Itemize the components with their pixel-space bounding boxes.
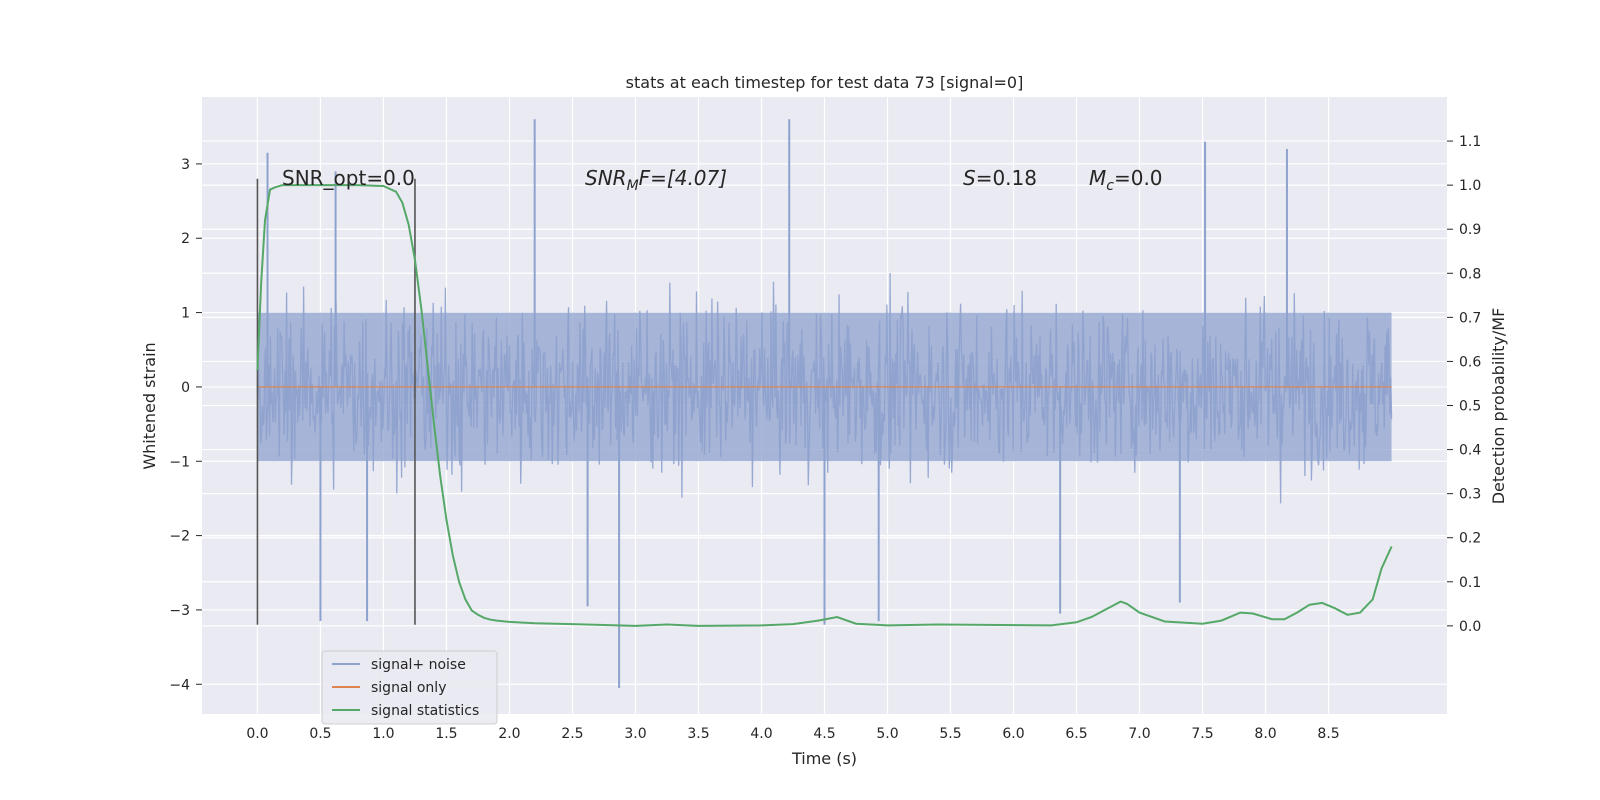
x-tick-label: 3.0 — [624, 726, 646, 742]
chart-title: stats at each timestep for test data 73 … — [626, 73, 1024, 92]
y-right-tick-label: 1.1 — [1459, 134, 1481, 150]
y-tick-label: −4 — [169, 677, 190, 693]
y-right-tick-label: 0.2 — [1459, 531, 1481, 547]
y-tick-label: −3 — [169, 603, 190, 619]
x-tick-label: 4.5 — [813, 726, 835, 742]
snr-mf-annotation: SNRMF=[4.07] — [585, 166, 727, 194]
y-tick-label: 2 — [181, 231, 190, 247]
mc-rest: =0.0 — [1114, 166, 1163, 190]
statistics-line — [256, 184, 1393, 627]
s-main: S — [963, 166, 976, 190]
y-tick-labels: −4 −3 −2 −1 0 1 2 3 — [169, 157, 202, 693]
legend-label-noise: signal+ noise — [371, 657, 466, 673]
snr-mf-rest: F=[4.07] — [639, 166, 727, 190]
x-tick-label: 4.0 — [750, 726, 772, 742]
snr-mf-sub: M — [627, 178, 639, 194]
s-rest: =0.18 — [976, 166, 1037, 190]
x-tick-label: 1.0 — [372, 726, 394, 742]
x-tick-label: 2.0 — [498, 726, 520, 742]
x-axis-label: Time (s) — [791, 749, 857, 768]
y-axis-label: Whitened strain — [140, 342, 159, 469]
x-tick-label: 1.5 — [435, 726, 457, 742]
x-tick-label: 2.5 — [561, 726, 583, 742]
y-right-axis-label: Detection probability/MF — [1489, 308, 1508, 505]
x-tick-label: 5.0 — [876, 726, 898, 742]
snr-opt-annotation: SNR_opt=0.0 — [282, 166, 415, 190]
snr-mf-main: SNR — [585, 166, 627, 190]
x-tick-label: 3.5 — [687, 726, 709, 742]
y-right-tick-label: 1.0 — [1459, 178, 1481, 194]
y-right-tick-label: 0.6 — [1459, 354, 1481, 370]
x-tick-label: 0.0 — [246, 726, 268, 742]
signal-statistics-series — [256, 184, 1393, 627]
y-right-tick-label: 0.8 — [1459, 266, 1481, 282]
x-tick-label: 8.0 — [1254, 726, 1276, 742]
mc-sub: c — [1106, 178, 1114, 194]
y-right-tick-label: 0.9 — [1459, 222, 1481, 238]
x-tick-label: 7.5 — [1191, 726, 1213, 742]
legend-box — [321, 650, 498, 725]
y-right-tick-labels: 0.0 0.1 0.2 0.3 0.4 0.5 0.6 0.7 0.8 0.9 1.0 1.1 — [1447, 134, 1481, 635]
legend: signal+ noise signal only signal statist… — [321, 650, 498, 725]
y-right-tick-label: 0.5 — [1459, 399, 1481, 415]
x-tick-labels: 0.0 0.5 1.0 1.5 2.0 2.5 3.0 3.5 4.0 4.5 5.0 5.5 6.0 6… — [246, 726, 1339, 742]
x-tick-label: 8.5 — [1317, 726, 1339, 742]
y-right-tick-label: 0.4 — [1459, 443, 1481, 459]
legend-label-statistics: signal statistics — [371, 703, 479, 719]
x-tick-label: 6.5 — [1065, 726, 1087, 742]
x-tick-label: 0.5 — [309, 726, 331, 742]
y-tick-label: 3 — [181, 157, 190, 173]
y-right-tick-label: 0.1 — [1459, 575, 1481, 591]
window-markers — [256, 178, 416, 625]
s-annotation: S=0.18 — [963, 166, 1037, 190]
y-tick-label: −2 — [169, 529, 190, 545]
y-right-tick-label: 0.3 — [1459, 487, 1481, 503]
x-tick-label: 7.0 — [1128, 726, 1150, 742]
x-tick-label: 5.5 — [939, 726, 961, 742]
mc-main: M — [1089, 166, 1106, 190]
mc-annotation: Mc=0.0 — [1089, 166, 1163, 194]
y-right-tick-label: 0.7 — [1459, 310, 1481, 326]
y-right-tick-label: 0.0 — [1459, 619, 1481, 635]
x-tick-label: 6.0 — [1002, 726, 1024, 742]
y-tick-label: −1 — [169, 454, 190, 470]
y-tick-label: 1 — [181, 306, 190, 322]
y-tick-label: 0 — [181, 380, 190, 396]
legend-label-signal: signal only — [371, 680, 446, 696]
